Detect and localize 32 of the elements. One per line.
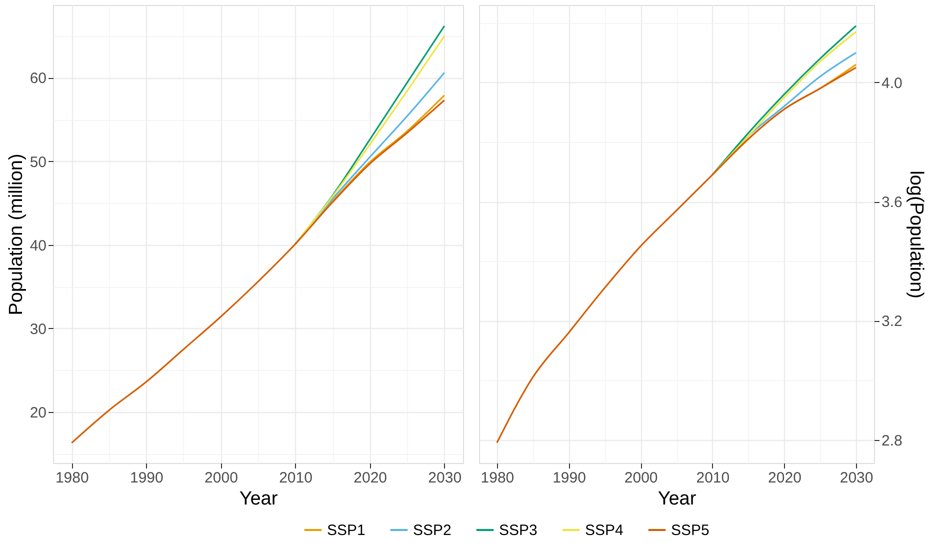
y2-tick-label: 2.8 [882, 432, 902, 450]
x-axis-title: Year [239, 488, 278, 510]
x-tick-label: 1990 [130, 470, 164, 486]
x-tick-label: 1980 [55, 470, 89, 486]
legend-label: SSP1 [327, 522, 366, 539]
x-tick-label: 2020 [768, 470, 802, 486]
x-tick-label: 1980 [480, 470, 514, 486]
y2-axis-title: log(Population) [905, 170, 926, 298]
y-tick-label: 30 [30, 320, 46, 338]
y-tick-label: 20 [30, 404, 46, 422]
y2-tick-label: 4.0 [882, 74, 902, 92]
x-tick-label: 2000 [204, 470, 238, 486]
y-tick-label: 60 [30, 70, 46, 88]
x-tick-label: 1990 [552, 470, 586, 486]
line-series [70, 99, 446, 444]
y2-tick-label: 3.2 [882, 313, 902, 330]
legend-label: SSP2 [413, 522, 452, 539]
x-tick-label: 2010 [696, 470, 730, 486]
legend-label: SSP4 [585, 522, 624, 539]
x-tick-label: 2020 [354, 470, 388, 486]
y-tick-label: 40 [30, 237, 46, 254]
x-tick-label: 2030 [428, 470, 462, 486]
y-axis-title: Population (million) [6, 154, 27, 316]
x-tick-label: 2010 [279, 470, 312, 486]
line-series [496, 66, 857, 444]
x-tick-label: 2000 [624, 470, 658, 486]
legend-label: SSP5 [671, 522, 710, 539]
x-axis-title: Year [658, 488, 697, 510]
legend-label: SSP3 [499, 522, 538, 539]
x-tick-label: 2030 [840, 470, 874, 486]
y2-tick-label: 3.6 [882, 194, 902, 212]
y-tick-label: 50 [30, 154, 46, 171]
